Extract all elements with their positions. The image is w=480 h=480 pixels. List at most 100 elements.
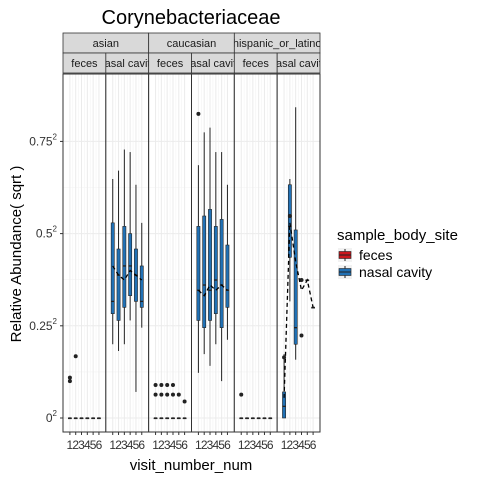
x-tick-label: 4 [84,438,91,452]
outlier-point [67,375,72,380]
x-tick-label: 6 [138,438,145,452]
y-tick-base: 0.25 [29,319,53,333]
outlier-point [159,383,164,388]
outlier-point [153,392,158,397]
x-tick-label: 4 [212,438,219,452]
mean-trend-line [197,284,228,297]
y-tick-exponent: 2 [53,409,58,418]
box [128,233,133,296]
x-tick-label: 4 [255,438,262,452]
x-tick-label: 6 [267,438,274,452]
box [225,244,230,308]
x-tick-label: 4 [170,438,177,452]
x-tick-label: 1 [152,438,159,452]
x-tick-label: 5 [175,438,182,452]
x-tick-label: 5 [90,438,97,452]
outlier-point [182,399,187,404]
box [293,229,298,345]
facet-strip-ethnicity-label: hispanic_or_latino [233,38,322,50]
outlier-point [176,392,181,397]
y-tick-exponent: 2 [53,317,58,326]
y-tick-label: 02 [46,409,58,425]
x-tick-label: 6 [96,438,103,452]
outlier-point [67,379,72,384]
facet-strip-site-label: nasal cavity [270,58,328,70]
x-tick-label: 1 [67,438,74,452]
y-tick-label: 0.252 [29,317,57,333]
box [116,248,121,321]
y-tick-exponent: 2 [53,132,58,141]
x-tick-label: 6 [224,438,231,452]
x-tick-label: 3 [164,438,171,452]
box [122,226,127,308]
x-tick-label: 6 [310,438,317,452]
box [287,184,292,258]
x-tick-label: 3 [250,438,257,452]
legend-title: sample_body_site [337,227,458,244]
legend-label: feces [359,247,392,263]
outlier-point [196,111,201,116]
outlier-point [282,355,287,360]
x-tick-label: 2 [158,438,165,452]
y-tick-label: 0.52 [36,225,58,241]
y-tick-label: 0.752 [29,132,57,148]
x-tick-label: 3 [121,438,128,452]
x-tick-label: 4 [298,438,305,452]
x-tick-label: 2 [201,438,208,452]
mean-trend-line [112,265,143,281]
chart-title: Corynebacteriaceae [102,7,281,29]
box [282,391,286,419]
x-tick-label: 3 [78,438,85,452]
box [219,219,224,328]
outlier-point [165,392,170,397]
outlier-point [170,392,175,397]
x-tick-label: 3 [207,438,214,452]
panel-border [276,73,321,433]
x-tick-label: 4 [127,438,134,452]
x-tick-label: 5 [218,438,225,452]
outlier-point [299,333,304,338]
legend-label: nasal cavity [359,264,432,280]
y-tick-base: 0.75 [29,134,53,148]
outlier-point [73,354,78,359]
x-tick-label: 3 [292,438,299,452]
x-tick-label: 2 [72,438,79,452]
x-tick-label: 5 [261,438,268,452]
box [213,226,218,314]
outlier-point [299,278,304,283]
outlier-point [165,383,170,388]
outlier-point [159,392,164,397]
facet-strip-ethnicity-label: asian [93,38,119,50]
x-axis-title: visit_number_num [130,457,253,474]
y-tick-exponent: 2 [53,225,58,234]
facet-strip-site-label: feces [71,58,98,70]
box [139,265,144,308]
x-tick-label: 2 [287,438,294,452]
facet-strip-site-label: nasal cavity [99,58,157,70]
facet-strip-ethnicity-label: caucasian [167,38,217,50]
box [202,215,207,328]
x-tick-label: 5 [304,438,311,452]
x-tick-label: 1 [281,438,288,452]
outlier-point [170,383,175,388]
facet-strip-site-label: feces [157,58,184,70]
y-tick-base: 0.5 [36,227,53,241]
outlier-point [287,214,292,219]
outlier-point [153,383,158,388]
y-tick-base: 0 [46,411,53,425]
box [196,226,201,321]
facet-strip-site-label: feces [243,58,270,70]
x-tick-label: 6 [181,438,188,452]
x-tick-label: 2 [244,438,251,452]
facet-strip-site [276,52,321,74]
x-tick-label: 1 [109,438,116,452]
x-tick-label: 5 [133,438,140,452]
x-tick-label: 2 [115,438,122,452]
mean-trend-line [283,222,314,398]
x-tick-label: 1 [195,438,202,452]
facet-strip-site-label: nasal cavity [184,58,242,70]
